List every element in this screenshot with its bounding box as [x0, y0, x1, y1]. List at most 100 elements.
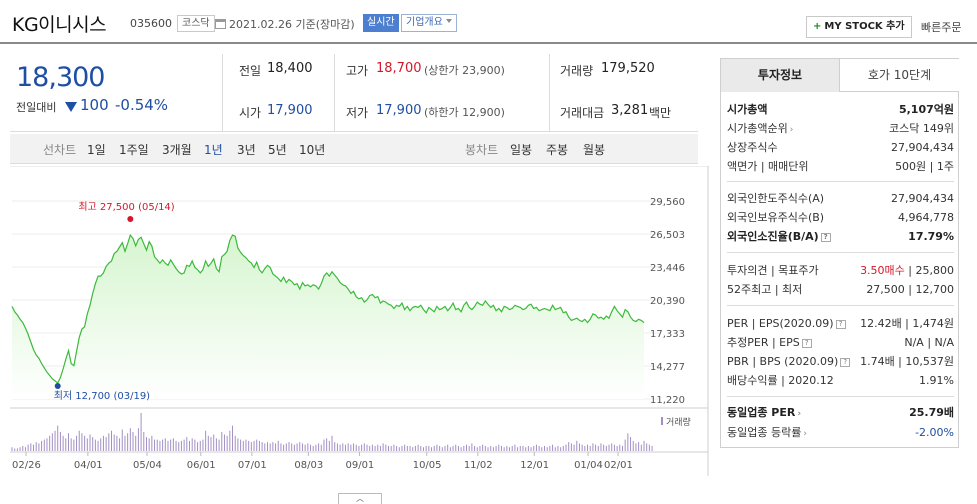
foreign-limit-row: 외국인한도주식수(A) 27,904,434 — [727, 190, 954, 207]
est-per-label-wrap: 추정PER | EPS? — [727, 334, 812, 351]
foreign-hold-label: 외국인보유주식수(B) — [727, 211, 825, 224]
shares-label: 상장주식수 — [727, 141, 778, 154]
company-overview-button[interactable]: 기업개요 — [401, 14, 457, 32]
x-tick-label: 06/01 — [187, 460, 216, 471]
per-row: PER | EPS(2020.09)? 12.42배 | 1,474원 — [727, 315, 954, 332]
cap-rank-label-wrap[interactable]: 시가총액순위 › — [727, 120, 793, 139]
x-tick-label: 05/04 — [133, 460, 162, 471]
current-price-box: 18,300 전일대비 100 -0.54% — [10, 54, 222, 132]
opinion-row: 투자의견 | 목표주가 3.50매수 | 25,800 — [727, 262, 954, 279]
x-tick-label: 07/01 — [238, 460, 267, 471]
amount-unit: 백만 — [649, 106, 672, 120]
y-tick-label: 26,503 — [650, 230, 685, 241]
face-row: 액면가 | 매매단위 500원 | 1주 — [727, 158, 954, 175]
pbr-label: PBR | BPS (2020.09) — [727, 355, 839, 368]
low-annotation: 최저 12,700 (03/19) — [54, 390, 150, 402]
tab-order-book[interactable]: 호가 10단계 — [840, 59, 959, 92]
divider — [222, 54, 223, 132]
industry-change-row: 동일업종 등락률 › -2.00% — [727, 424, 954, 441]
chevron-right-icon: › — [803, 429, 807, 439]
x-tick-label: 02/01 — [604, 460, 633, 471]
y-tick-label: 14,277 — [650, 362, 685, 373]
market-cap-row: 시가총액 5,107억원 — [727, 101, 954, 118]
dividend-value: 1.91% — [919, 374, 954, 387]
face-label: 액면가 | 매매단위 — [727, 160, 809, 173]
industry-change-value: -2.00% — [915, 426, 954, 439]
candle-monthly[interactable]: 월봉 — [583, 143, 606, 157]
opinion-label: 투자의견 | 목표주가 — [727, 264, 819, 277]
x-tick-label: 12/01 — [520, 460, 549, 471]
help-icon[interactable]: ? — [801, 339, 812, 348]
my-stock-add-label: MY STOCK 추가 — [824, 21, 905, 32]
foreign-limit-value: 27,904,434 — [891, 192, 954, 205]
est-per-label: 추정PER | EPS — [727, 336, 800, 349]
stock-code: 035600 — [130, 17, 172, 30]
est-per-value: N/A | N/A — [904, 336, 954, 349]
period-1week[interactable]: 1주일 — [119, 143, 149, 157]
tab-invest-info[interactable]: 투자정보 — [721, 59, 840, 92]
period-1year[interactable]: 1년 — [204, 143, 223, 157]
chevron-down-icon — [445, 19, 452, 23]
foreign-rate-row: 외국인소진율(B/A)? 17.79% — [727, 228, 954, 245]
line-chart-label: 선차트 — [43, 143, 77, 157]
price-chart[interactable]: 29,560 26,503 23,446 20,390 17,333 14,277 11,2… — [0, 166, 710, 476]
divider — [727, 305, 954, 306]
stock-header: KG이니시스 035600 코스닥 2021.02.26 기준(장마감) 실시간… — [0, 0, 977, 44]
market-cap-value: 5,107억원 — [898, 103, 954, 116]
high-value: 18,700 — [376, 61, 422, 76]
opinion-value: 3.50매수 — [860, 264, 905, 277]
quick-order-button[interactable]: 빠른주문 — [921, 21, 962, 34]
low-value: 17,900 — [376, 103, 422, 118]
change-value: 100 — [80, 96, 109, 114]
period-10year[interactable]: 10년 — [299, 143, 326, 157]
period-1day[interactable]: 1일 — [87, 143, 106, 157]
upper-limit: (상한가 23,900) — [424, 64, 505, 77]
invest-info-panel: 투자정보 호가 10단계 시가총액 5,107억원 시가총액순위 › 코스닥 14… — [720, 58, 959, 448]
help-icon[interactable]: ? — [835, 320, 846, 329]
shares-row: 상장주식수 27,904,434 — [727, 139, 954, 156]
dividend-label: 배당수익률 | 2020.12 — [727, 374, 834, 387]
realtime-button[interactable]: 실시간 — [363, 14, 399, 32]
period-5year[interactable]: 5년 — [268, 143, 287, 157]
week52-label: 52주최고 | 최저 — [727, 283, 803, 296]
period-3month[interactable]: 3개월 — [162, 143, 192, 157]
y-tick-label: 23,446 — [650, 263, 685, 274]
per-label-wrap: PER | EPS(2020.09)? — [727, 315, 846, 332]
x-tick-label: 04/01 — [74, 460, 103, 471]
candle-weekly[interactable]: 주봉 — [546, 143, 569, 157]
industry-per-label: 동일업종 PER — [727, 406, 796, 419]
industry-change-label-wrap[interactable]: 동일업종 등락률 › — [727, 424, 807, 443]
period-3year[interactable]: 3년 — [237, 143, 256, 157]
per-label: PER | EPS(2020.09) — [727, 317, 834, 330]
pbr-label-wrap: PBR | BPS (2020.09)? — [727, 353, 851, 370]
company-overview-label: 기업개요 — [406, 17, 443, 28]
industry-change-label: 동일업종 등락률 — [727, 426, 802, 439]
divider — [334, 54, 335, 132]
candle-chart-label: 봉차트 — [465, 143, 499, 157]
volume-label: 거래량 — [560, 64, 594, 78]
help-icon[interactable]: ? — [840, 358, 851, 367]
volume-legend-swatch — [661, 417, 663, 425]
industry-per-label-wrap[interactable]: 동일업종 PER › — [727, 404, 801, 423]
prev-close-label: 전일 — [239, 64, 262, 78]
x-tick-label: 11/02 — [464, 460, 493, 471]
collapse-chart-button[interactable]: ︿ — [338, 493, 382, 504]
foreign-hold-row: 외국인보유주식수(B) 4,964,778 — [727, 209, 954, 226]
y-tick-label: 17,333 — [650, 329, 685, 340]
divider — [549, 54, 550, 132]
stock-name: KG이니시스 — [12, 14, 107, 36]
cap-rank-label: 시가총액순위 — [727, 122, 788, 135]
market-cap-label: 시가총액 — [727, 103, 768, 116]
candle-daily[interactable]: 일봉 — [510, 143, 533, 157]
price-area — [12, 235, 644, 399]
x-tick-label: 02/26 — [12, 460, 41, 471]
market-badge: 코스닥 — [177, 15, 215, 32]
base-date: 2021.02.26 기준(장마감) — [229, 18, 355, 31]
divider — [727, 252, 954, 253]
dividend-row: 배당수익률 | 2020.12 1.91% — [727, 372, 954, 389]
my-stock-add-button[interactable]: + MY STOCK 추가 — [806, 16, 912, 38]
est-per-row: 추정PER | EPS? N/A | N/A — [727, 334, 954, 351]
foreign-limit-label: 외국인한도주식수(A) — [727, 192, 825, 205]
x-tick-label: 09/01 — [345, 460, 374, 471]
help-icon[interactable]: ? — [820, 233, 831, 242]
